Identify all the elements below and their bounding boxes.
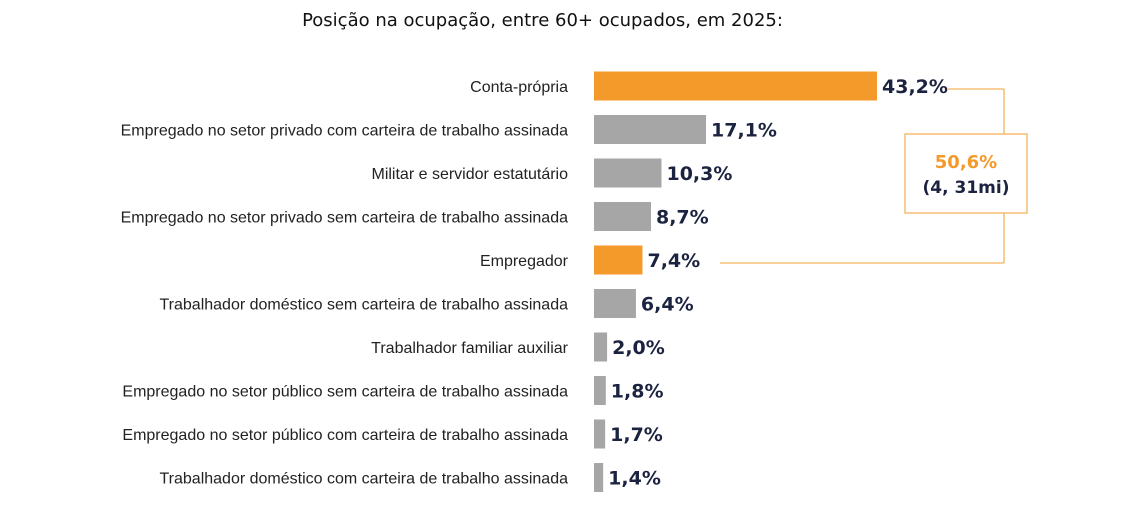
value-label: 10,3% [666,163,732,185]
bar [594,245,643,275]
chart-title: Posição na ocupação, entre 60+ ocupados,… [302,10,783,31]
value-label: 6,4% [641,294,694,316]
bar [594,158,662,188]
category-label: Empregado no setor público com carteira … [122,427,568,444]
callout-box [904,133,1028,214]
bar [594,332,608,362]
bar [594,289,636,318]
category-label: Militar e servidor estatutário [371,166,568,183]
value-label: 17,1% [711,120,777,142]
value-label: 7,4% [647,250,700,272]
callout-value: 50,6% [935,152,997,173]
category-label: Trabalhador familiar auxiliar [371,340,568,357]
category-label: Empregado no setor privado com carteira … [121,123,568,140]
bar [594,376,606,405]
category-label: Conta-própria [470,79,568,96]
category-label: Empregado no setor privado sem carteira … [121,210,568,227]
bar [594,71,877,101]
bar [594,463,604,492]
category-label: Empregador [480,253,569,270]
value-label: 2,0% [612,337,665,359]
value-label: 1,8% [611,381,664,403]
value-label: 8,7% [656,207,709,229]
value-label: 1,7% [610,424,663,446]
category-label: Empregado no setor público sem carteira … [122,384,568,401]
value-label: 43,2% [882,76,948,98]
bar [594,419,606,449]
callout-subtext: (4, 31mi) [923,178,1010,198]
bar [594,115,707,144]
value-label: 1,4% [608,468,661,490]
bar [594,202,651,231]
category-label: Trabalhador doméstico com carteira de tr… [159,471,568,488]
category-label: Trabalhador doméstico sem carteira de tr… [159,297,568,314]
